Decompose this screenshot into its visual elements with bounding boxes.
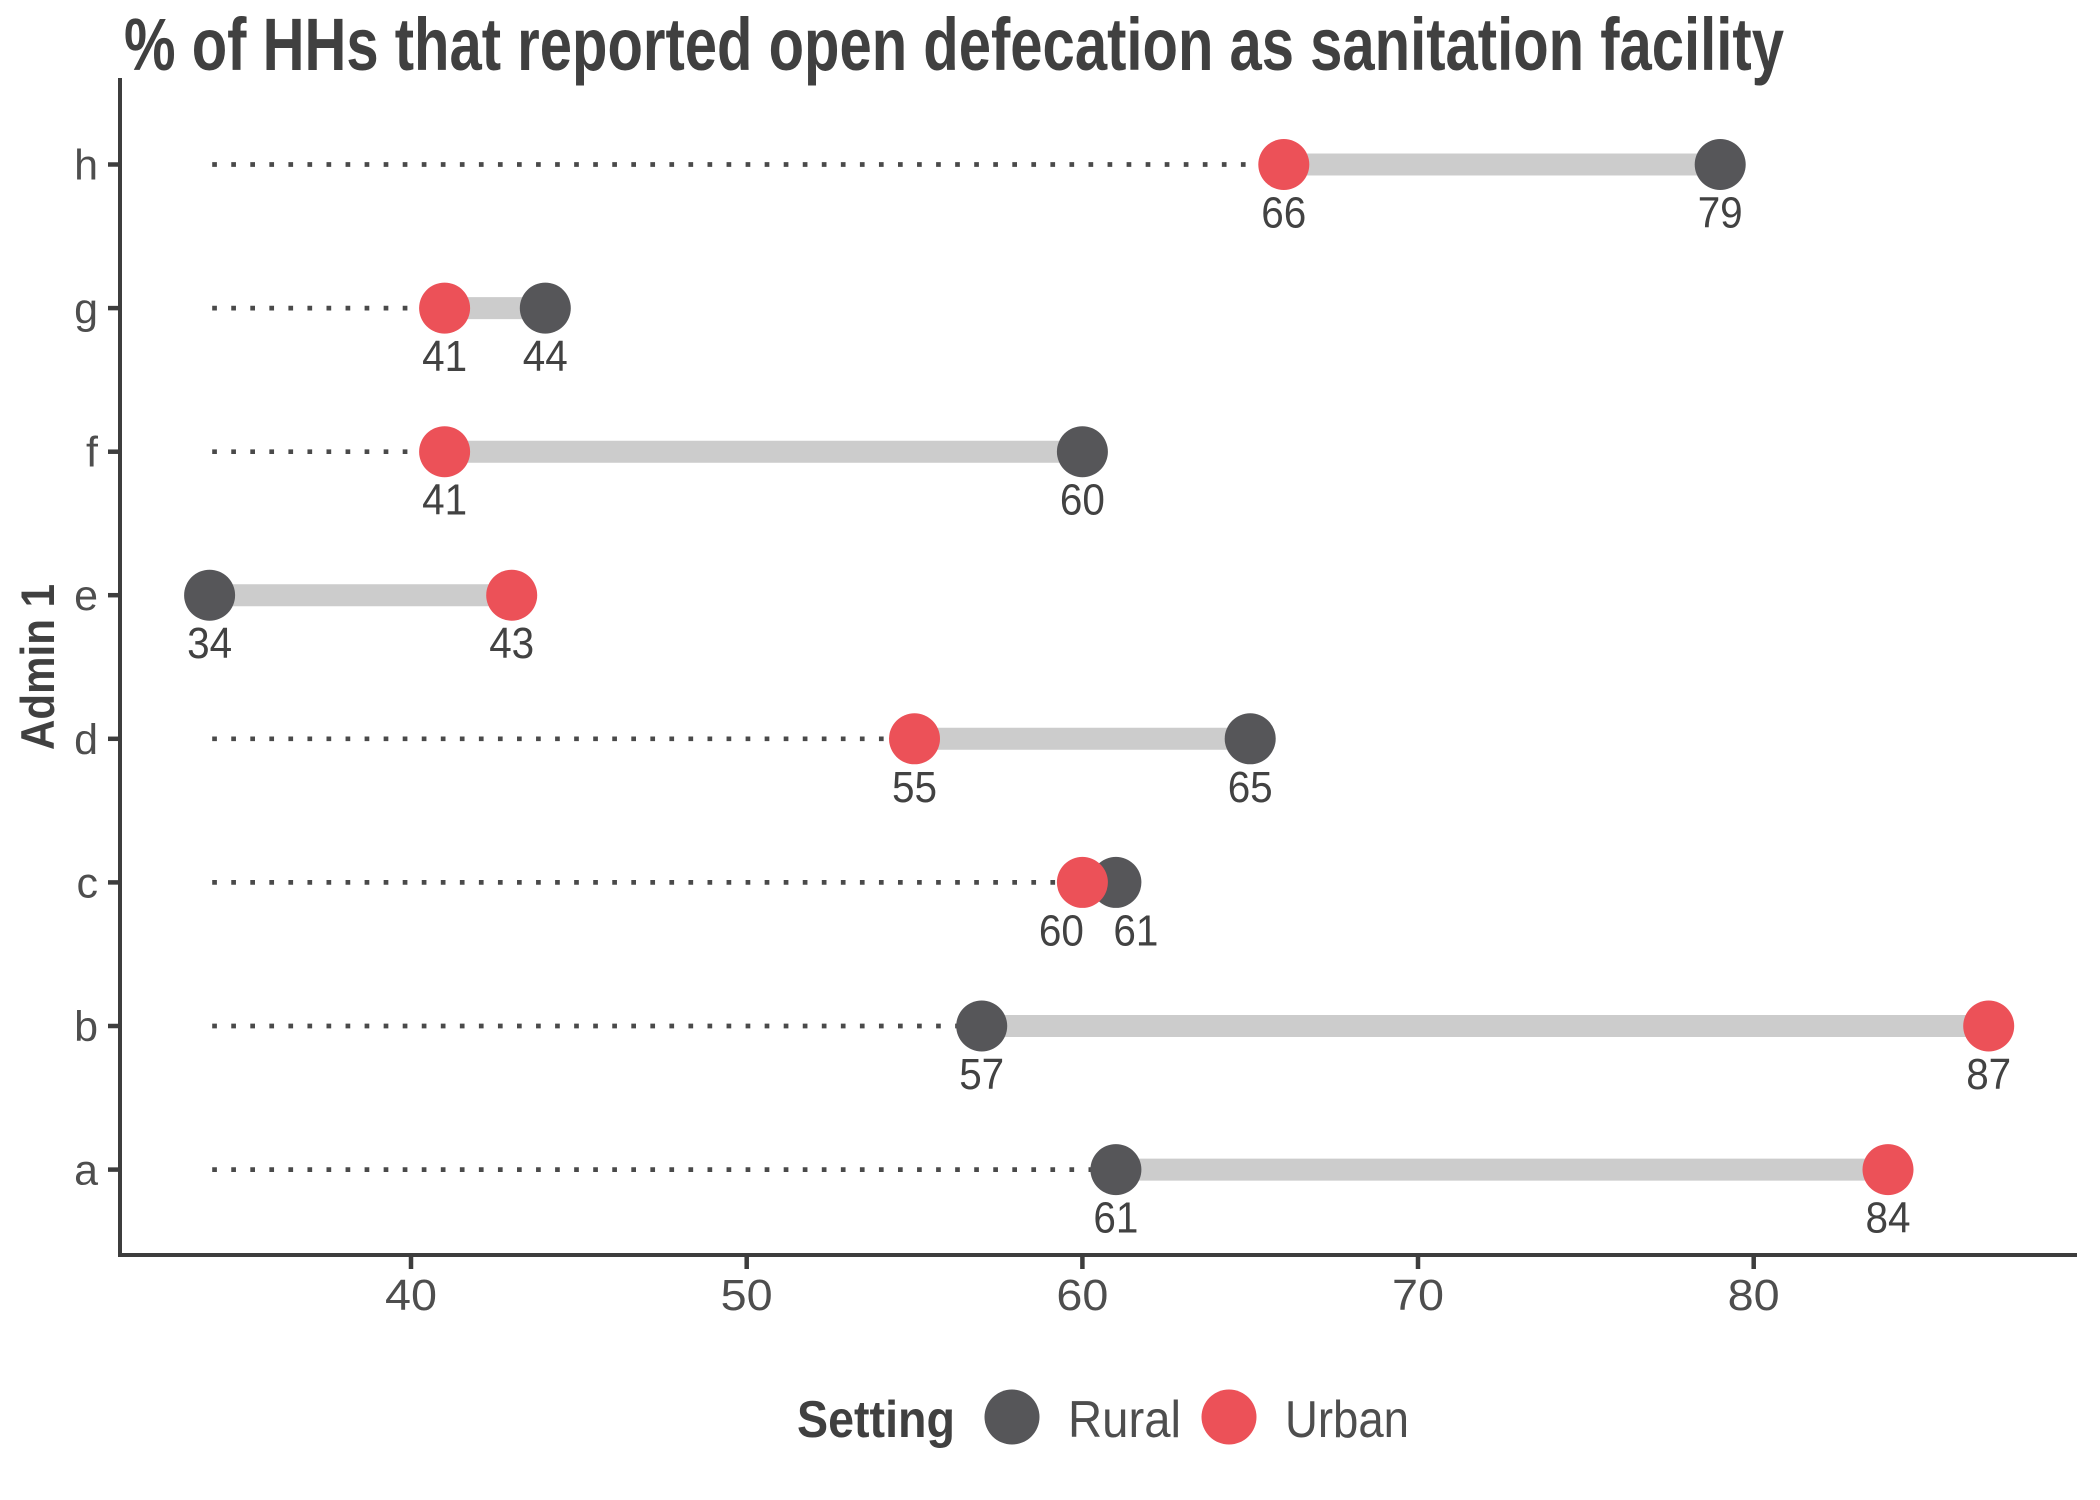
svg-text:% of HHs that reported open de: % of HHs that reported open defecation a…: [124, 3, 1784, 86]
svg-text:Urban: Urban: [1285, 1391, 1409, 1449]
svg-text:57: 57: [959, 1051, 1004, 1099]
svg-text:43: 43: [489, 620, 534, 668]
svg-text:f: f: [86, 429, 99, 477]
svg-text:80: 80: [1728, 1271, 1780, 1320]
svg-text:Admin 1: Admin 1: [11, 584, 64, 750]
svg-text:66: 66: [1261, 190, 1306, 238]
svg-text:60: 60: [1056, 1271, 1108, 1320]
svg-text:60: 60: [1039, 907, 1084, 955]
svg-text:e: e: [74, 572, 98, 620]
svg-text:65: 65: [1228, 764, 1273, 812]
svg-text:40: 40: [385, 1271, 437, 1320]
svg-text:84: 84: [1866, 1195, 1911, 1243]
svg-text:41: 41: [422, 477, 467, 525]
svg-text:d: d: [74, 716, 98, 764]
svg-text:h: h: [74, 142, 98, 190]
svg-text:Setting: Setting: [797, 1391, 955, 1449]
svg-text:79: 79: [1698, 190, 1743, 238]
svg-text:61: 61: [1093, 1195, 1138, 1243]
svg-text:50: 50: [721, 1271, 773, 1320]
svg-text:b: b: [74, 1003, 98, 1051]
svg-text:70: 70: [1392, 1271, 1444, 1320]
svg-text:c: c: [77, 859, 99, 907]
svg-text:60: 60: [1060, 477, 1105, 525]
svg-text:a: a: [74, 1147, 98, 1195]
svg-text:61: 61: [1113, 907, 1158, 955]
svg-text:55: 55: [892, 764, 937, 812]
svg-text:87: 87: [1966, 1051, 2011, 1099]
svg-text:44: 44: [523, 333, 568, 381]
svg-text:g: g: [74, 285, 98, 333]
svg-text:Rural: Rural: [1068, 1391, 1181, 1449]
svg-text:41: 41: [422, 333, 467, 381]
svg-text:34: 34: [187, 620, 232, 668]
